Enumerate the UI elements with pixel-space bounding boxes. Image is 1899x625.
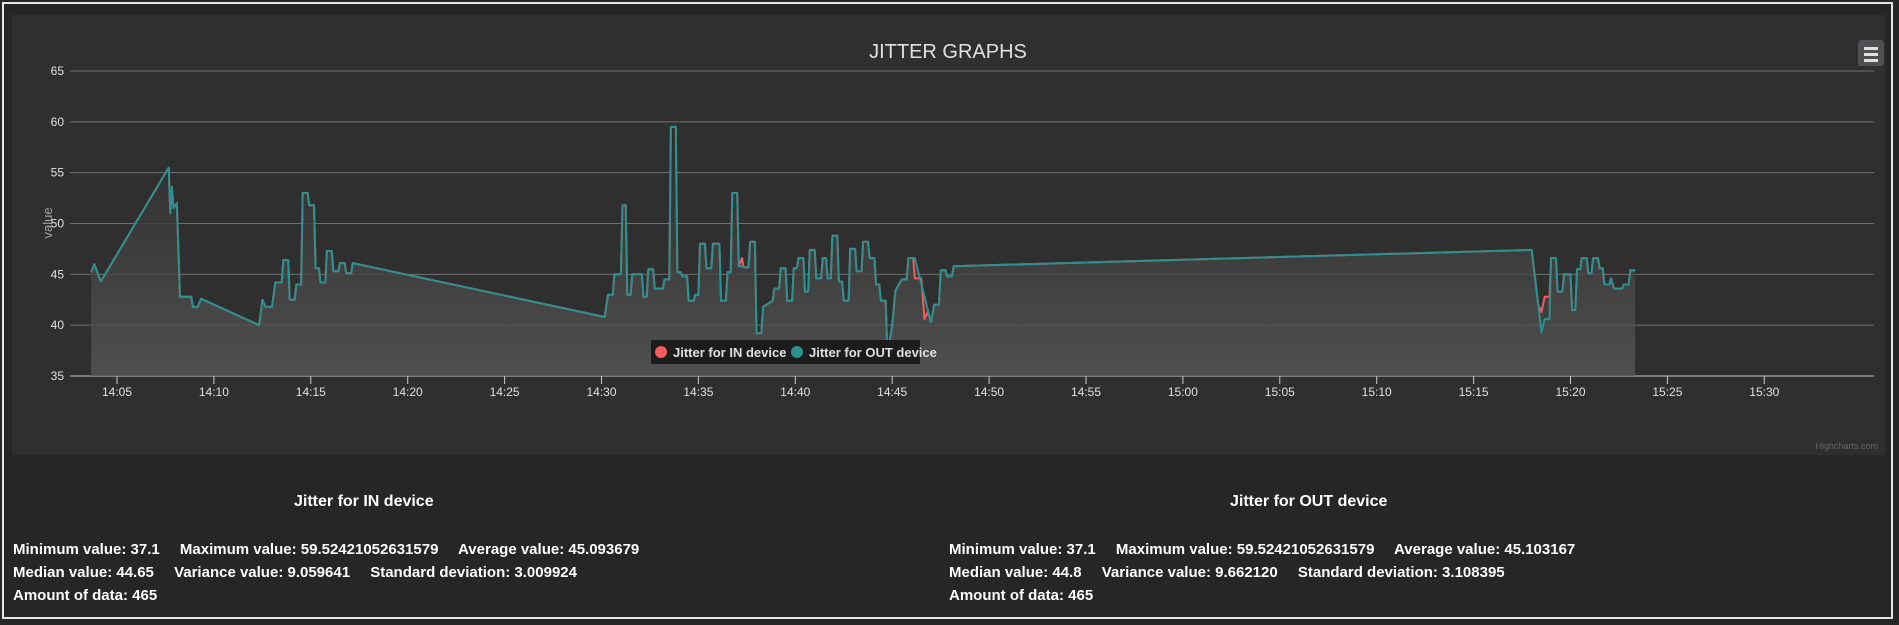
stats-out-variance: Variance value: 9.662120 bbox=[1101, 564, 1278, 581]
x-tick-label: 15:25 bbox=[1652, 385, 1682, 399]
y-tick-label: 45 bbox=[51, 267, 65, 281]
legend-label-0: Jitter for IN device bbox=[673, 345, 786, 360]
stats-in-variance: Variance value: 9.059641 bbox=[174, 564, 351, 581]
stats-out-amount: Amount of data: 465 bbox=[949, 587, 1094, 604]
x-tick-label: 14:10 bbox=[199, 385, 229, 399]
hamburger-menu-icon bbox=[1864, 47, 1878, 50]
y-tick-label: 65 bbox=[51, 64, 65, 78]
stats-out-avg: Average value: 45.103167 bbox=[1394, 541, 1576, 558]
x-tick-label: 14:15 bbox=[296, 385, 326, 399]
series-line-out bbox=[90, 125, 1636, 356]
stats-in-min: Minimum value: 37.1 bbox=[13, 541, 160, 558]
x-tick-label: 15:10 bbox=[1362, 385, 1392, 399]
x-tick-label: 14:55 bbox=[1071, 385, 1101, 399]
x-tick-label: 15:30 bbox=[1749, 385, 1779, 399]
y-axis-label: value bbox=[40, 207, 55, 238]
stats-in-median: Median value: 44.65 bbox=[13, 564, 154, 581]
y-tick-label: 55 bbox=[51, 166, 65, 180]
y-tick-label: 60 bbox=[51, 115, 65, 129]
legend-marker-1 bbox=[791, 346, 803, 358]
y-tick-label: 35 bbox=[51, 369, 65, 383]
jitter-chart: JITTER GRAPHS 35 40 45 50 55 60 65 value 14:05 14:… bbox=[40, 41, 1878, 451]
x-tick-label: 14:50 bbox=[974, 385, 1004, 399]
stats-out-min: Minimum value: 37.1 bbox=[949, 541, 1096, 558]
stats-in-std: Standard deviation: 3.009924 bbox=[370, 564, 577, 581]
x-tick-label: 14:45 bbox=[877, 385, 907, 399]
x-tick-label: 15:20 bbox=[1555, 385, 1585, 399]
credits-label: Highcharts.com bbox=[1815, 441, 1878, 451]
y-tick-label: 40 bbox=[51, 318, 65, 332]
x-tick-label: 14:40 bbox=[780, 385, 810, 399]
legend-marker-0 bbox=[655, 346, 667, 358]
stats-in-amount: Amount of data: 465 bbox=[13, 587, 158, 604]
stats-out-title: Jitter for OUT device bbox=[1230, 493, 1388, 510]
x-tick-label: 14:30 bbox=[586, 385, 616, 399]
x-tick-label: 14:25 bbox=[490, 385, 520, 399]
stats-in-max: Maximum value: 59.52421052631579 bbox=[179, 541, 439, 558]
chart-container: JITTER GRAPHS 35 40 45 50 55 60 65 value 14:05 14:… bbox=[12, 15, 1885, 455]
x-tick-label: 14:05 bbox=[102, 385, 132, 399]
stats-out-median: Median value: 44.8 bbox=[949, 564, 1082, 581]
stats-in-avg: Average value: 45.093679 bbox=[458, 541, 640, 558]
x-tick-label: 15:05 bbox=[1265, 385, 1295, 399]
stats-out-std: Standard deviation: 3.108395 bbox=[1297, 564, 1505, 581]
x-tick-label: 14:20 bbox=[393, 385, 423, 399]
x-tick-label: 14:35 bbox=[683, 385, 713, 399]
x-tick-label: 15:15 bbox=[1459, 385, 1489, 399]
x-tick-label: 15:00 bbox=[1168, 385, 1198, 399]
legend-box bbox=[651, 340, 920, 364]
stats-out-max: Maximum value: 59.52421052631579 bbox=[1115, 541, 1375, 558]
y-tick-label: 50 bbox=[51, 217, 65, 231]
chart-menu-button[interactable] bbox=[1858, 40, 1884, 66]
legend-label-1: Jitter for OUT device bbox=[809, 345, 937, 360]
stats-in-title: Jitter for IN device bbox=[294, 493, 434, 510]
chart-title: JITTER GRAPHS bbox=[869, 41, 1027, 63]
